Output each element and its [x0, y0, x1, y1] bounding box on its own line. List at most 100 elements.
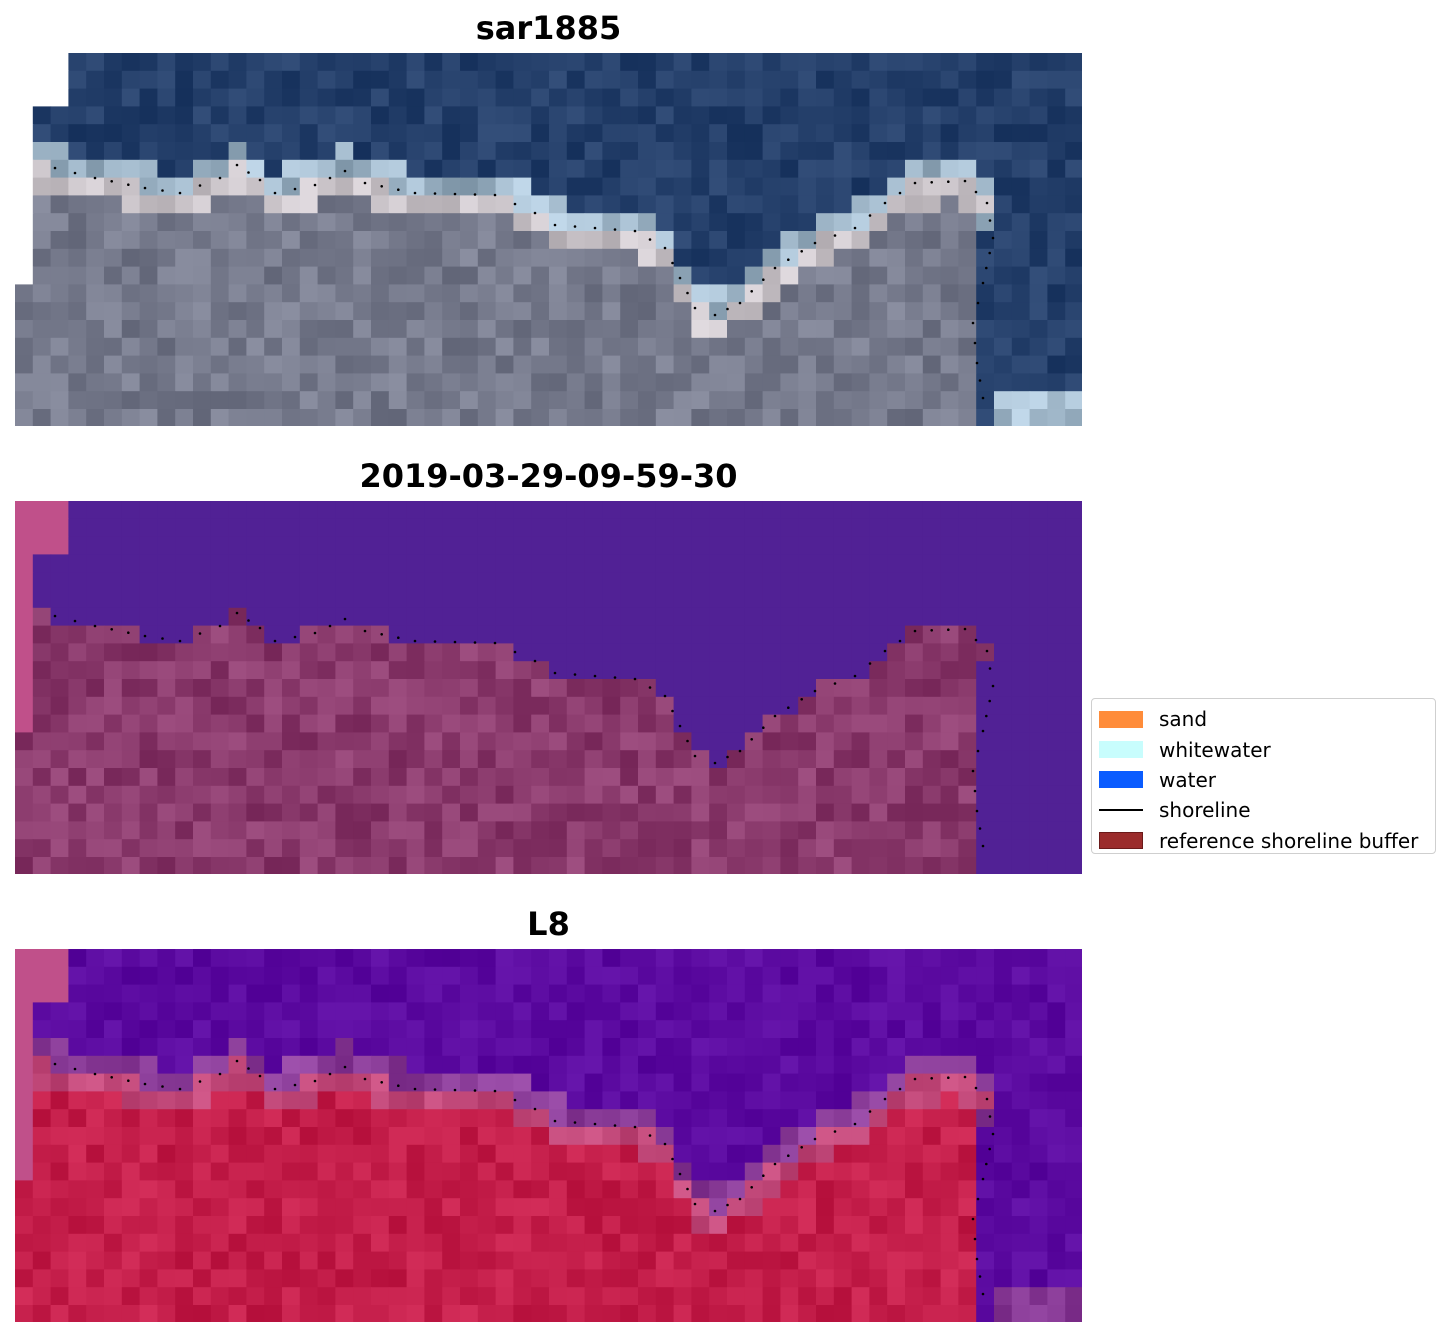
image-pixel: [68, 1233, 87, 1253]
image-pixel: [1065, 355, 1082, 374]
image-pixel: [121, 213, 141, 232]
image-pixel: [424, 554, 443, 573]
image-pixel: [584, 554, 603, 573]
image-pixel: [50, 213, 69, 232]
shoreline-point: [593, 674, 597, 678]
image-pixel: [121, 391, 141, 410]
image-pixel: [495, 536, 514, 555]
image-pixel: [1029, 949, 1048, 968]
shoreline-point: [648, 1134, 652, 1137]
image-pixel: [976, 785, 995, 805]
image-pixel: [246, 554, 265, 573]
image-pixel: [246, 1198, 265, 1217]
image-pixel: [620, 625, 639, 644]
image-pixel: [780, 248, 799, 268]
image-pixel: [495, 839, 514, 858]
image-pixel: [816, 821, 835, 840]
image-pixel: [68, 732, 87, 751]
image-pixel: [816, 1251, 835, 1270]
image-pixel: [922, 1091, 942, 1110]
image-pixel: [602, 409, 621, 426]
image-pixel: [566, 195, 586, 214]
image-pixel: [104, 248, 123, 268]
image-pixel: [424, 1198, 443, 1217]
image-pixel: [620, 732, 639, 751]
image-pixel: [210, 1269, 230, 1288]
image-pixel: [406, 231, 425, 250]
legend-item-reference-buffer: reference shoreline buffer: [1099, 826, 1435, 856]
image-pixel: [940, 284, 959, 303]
image-pixel: [673, 1162, 692, 1181]
image-pixel: [299, 337, 319, 357]
image-pixel: [1047, 1233, 1066, 1253]
image-pixel: [922, 1198, 942, 1217]
image-pixel: [406, 88, 425, 107]
image-pixel: [744, 536, 764, 555]
image-pixel: [1011, 572, 1031, 591]
image-pixel: [976, 518, 995, 538]
image-pixel: [780, 590, 799, 609]
image-pixel: [1047, 1305, 1066, 1322]
image-pixel: [620, 1038, 639, 1057]
image-pixel: [68, 1269, 87, 1288]
image-pixel: [495, 803, 514, 822]
image-pixel: [495, 714, 514, 733]
image-pixel: [388, 625, 408, 644]
image-pixel: [371, 355, 390, 374]
image-pixel: [958, 159, 977, 179]
image-pixel: [228, 1269, 247, 1288]
image-pixel: [709, 1198, 728, 1217]
image-pixel: [780, 572, 799, 591]
image-pixel: [958, 1180, 977, 1199]
image-pixel: [371, 785, 390, 805]
image-pixel: [1047, 1144, 1066, 1164]
image-pixel: [780, 88, 799, 107]
image-pixel: [566, 1002, 586, 1021]
image-pixel: [424, 949, 443, 968]
image-pixel: [638, 1251, 657, 1270]
image-pixel: [549, 409, 568, 426]
image-pixel: [68, 518, 87, 538]
image-pixel: [709, 625, 728, 644]
image-pixel: [317, 337, 336, 357]
image-pixel: [175, 266, 194, 285]
image-pixel: [531, 839, 550, 858]
image-pixel: [798, 1038, 817, 1057]
image-pixel: [86, 159, 105, 179]
image-pixel: [228, 857, 247, 874]
shoreline-point: [258, 178, 262, 182]
image-pixel: [317, 750, 336, 769]
image-pixel: [460, 518, 479, 538]
image-pixel: [335, 88, 354, 107]
image-pixel: [406, 1020, 425, 1039]
image-pixel: [994, 177, 1013, 196]
image-pixel: [299, 572, 319, 591]
image-pixel: [139, 231, 158, 250]
image-pixel: [353, 337, 372, 357]
image-pixel: [869, 572, 888, 591]
shoreline-point: [853, 1122, 857, 1126]
image-pixel: [709, 732, 728, 751]
image-pixel: [121, 821, 141, 840]
image-pixel: [833, 661, 853, 680]
image-pixel: [86, 1073, 105, 1092]
image-pixel: [531, 714, 550, 733]
image-pixel: [139, 1002, 158, 1021]
image-pixel: [851, 518, 870, 538]
image-pixel: [210, 643, 230, 662]
image-pixel: [299, 966, 319, 986]
image-pixel: [833, 966, 853, 986]
image-pixel: [691, 839, 710, 858]
image-pixel: [1029, 1233, 1048, 1253]
image-pixel: [388, 1055, 408, 1075]
image-pixel: [157, 696, 176, 716]
image-pixel: [620, 857, 639, 874]
image-pixel: [50, 679, 69, 698]
image-pixel: [709, 231, 728, 250]
image-pixel: [495, 643, 514, 662]
image-pixel: [406, 785, 425, 805]
image-pixel: [282, 195, 301, 214]
image-pixel: [1065, 53, 1082, 72]
image-pixel: [264, 1073, 283, 1092]
image-pixel: [727, 373, 746, 392]
